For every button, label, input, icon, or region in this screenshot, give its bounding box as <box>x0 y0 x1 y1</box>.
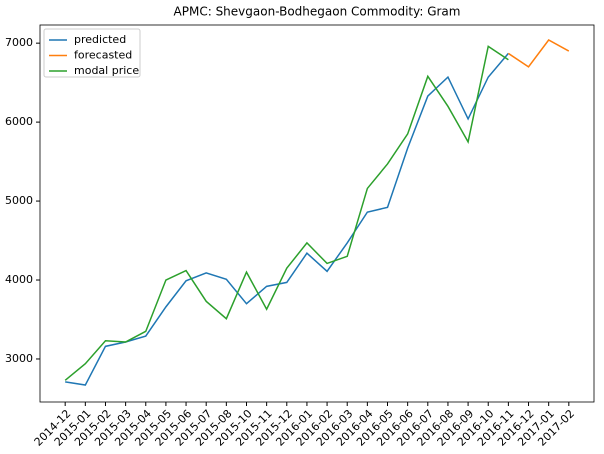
legend-label: modal price <box>74 64 139 77</box>
y-tick-label: 4000 <box>5 273 33 286</box>
legend-label: forecasted <box>74 49 132 62</box>
y-tick-label: 5000 <box>5 194 33 207</box>
plot-frame <box>39 24 595 403</box>
line-series <box>65 52 509 386</box>
line-series <box>507 39 570 68</box>
line-series <box>64 45 509 381</box>
legend-label: predicted <box>74 33 126 46</box>
chart-title: APMC: Shevgaon-Bodhegaon Commodity: Gram <box>174 5 461 19</box>
legend-box <box>43 28 141 78</box>
y-tick-label: 7000 <box>5 36 33 49</box>
y-tick-label: 6000 <box>5 115 33 128</box>
y-tick-label: 3000 <box>5 352 33 365</box>
